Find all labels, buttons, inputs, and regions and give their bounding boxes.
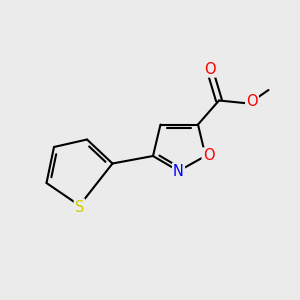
Text: N: N: [173, 164, 184, 178]
Text: S: S: [75, 200, 84, 214]
Text: O: O: [246, 94, 258, 110]
Text: O: O: [203, 148, 214, 164]
Text: O: O: [204, 61, 216, 76]
